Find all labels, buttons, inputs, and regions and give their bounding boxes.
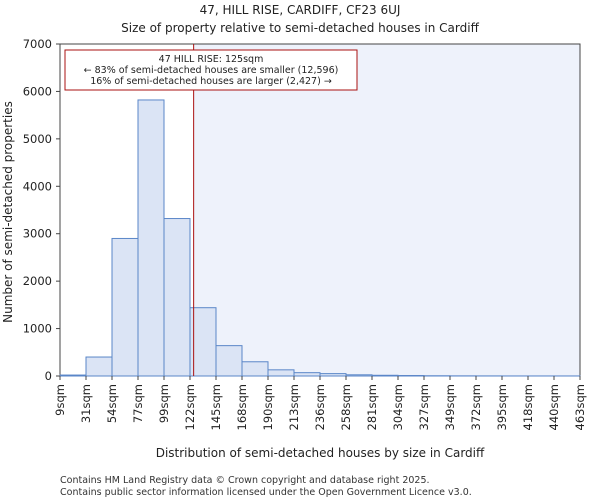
x-tick-label: 463sqm bbox=[573, 384, 587, 430]
bar-77sqm bbox=[137, 99, 165, 377]
x-tick-label: 213sqm bbox=[287, 384, 301, 430]
y-tick-label: 2000 bbox=[23, 274, 52, 288]
y-tick-label: 5000 bbox=[23, 132, 52, 146]
bar-236sqm bbox=[319, 373, 347, 377]
y-tick-label: 4000 bbox=[23, 179, 52, 193]
footer-line2: Contains public sector information licen… bbox=[60, 487, 472, 498]
annotation-line1: 47 HILL RISE: 125sqm bbox=[159, 54, 264, 65]
x-tick-label: 304sqm bbox=[391, 384, 405, 430]
x-tick-label: 190sqm bbox=[261, 384, 275, 430]
y-axis-label: Number of semi-detached properties bbox=[1, 101, 15, 323]
chart-title-line2: Size of property relative to semi-detach… bbox=[121, 21, 479, 35]
bar-9sqm bbox=[59, 374, 87, 377]
x-tick-label: 31sqm bbox=[79, 384, 93, 423]
x-tick-label: 440sqm bbox=[547, 384, 561, 430]
x-tick-label: 327sqm bbox=[417, 384, 431, 430]
annotation-line3: 16% of semi-detached houses are larger (… bbox=[90, 76, 332, 87]
bar-168sqm bbox=[241, 361, 269, 377]
x-tick-label: 258sqm bbox=[339, 384, 353, 430]
x-tick-label: 236sqm bbox=[313, 384, 327, 430]
x-tick-label: 418sqm bbox=[521, 384, 535, 430]
bar-213sqm bbox=[293, 372, 321, 377]
bar-54sqm bbox=[111, 237, 139, 377]
bar-258sqm bbox=[345, 374, 373, 377]
x-tick-label: 77sqm bbox=[131, 384, 145, 423]
x-tick-label: 145sqm bbox=[209, 384, 223, 430]
x-axis-label: Distribution of semi-detached houses by … bbox=[156, 446, 485, 460]
x-tick-label: 9sqm bbox=[53, 384, 67, 416]
y-tick-label: 6000 bbox=[23, 84, 52, 98]
x-tick-label: 99sqm bbox=[157, 384, 171, 423]
x-tick-label: 122sqm bbox=[183, 384, 197, 430]
bar-281sqm bbox=[371, 374, 399, 377]
bar-190sqm bbox=[267, 369, 295, 377]
bar-145sqm bbox=[215, 345, 243, 377]
larger-region bbox=[193, 44, 580, 376]
plot-area: 0 1000 2000 3000 4000 5000 6000 7000 9sqm 31sqm 54… bbox=[23, 37, 587, 430]
y-tick-label: 7000 bbox=[23, 37, 52, 51]
bar-31sqm bbox=[85, 356, 113, 377]
y-tick-label: 0 bbox=[45, 369, 52, 383]
x-tick-label: 395sqm bbox=[495, 384, 509, 430]
x-tick-label: 281sqm bbox=[365, 384, 379, 430]
x-tick-label: 372sqm bbox=[469, 384, 483, 430]
annotation-line2: ← 83% of semi-detached houses are smalle… bbox=[84, 65, 339, 76]
footer-line1: Contains HM Land Registry data © Crown c… bbox=[60, 475, 430, 486]
y-tick-label: 3000 bbox=[23, 227, 52, 241]
chart-title-line1: 47, HILL RISE, CARDIFF, CF23 6UJ bbox=[200, 3, 401, 17]
bar-122sqm bbox=[189, 307, 217, 377]
bar-99sqm bbox=[163, 218, 191, 377]
x-tick-label: 168sqm bbox=[235, 384, 249, 430]
annotation-box bbox=[64, 49, 358, 91]
x-tick-label: 54sqm bbox=[105, 384, 119, 423]
x-tick-label: 349sqm bbox=[443, 384, 457, 430]
y-tick-label: 1000 bbox=[23, 322, 52, 336]
